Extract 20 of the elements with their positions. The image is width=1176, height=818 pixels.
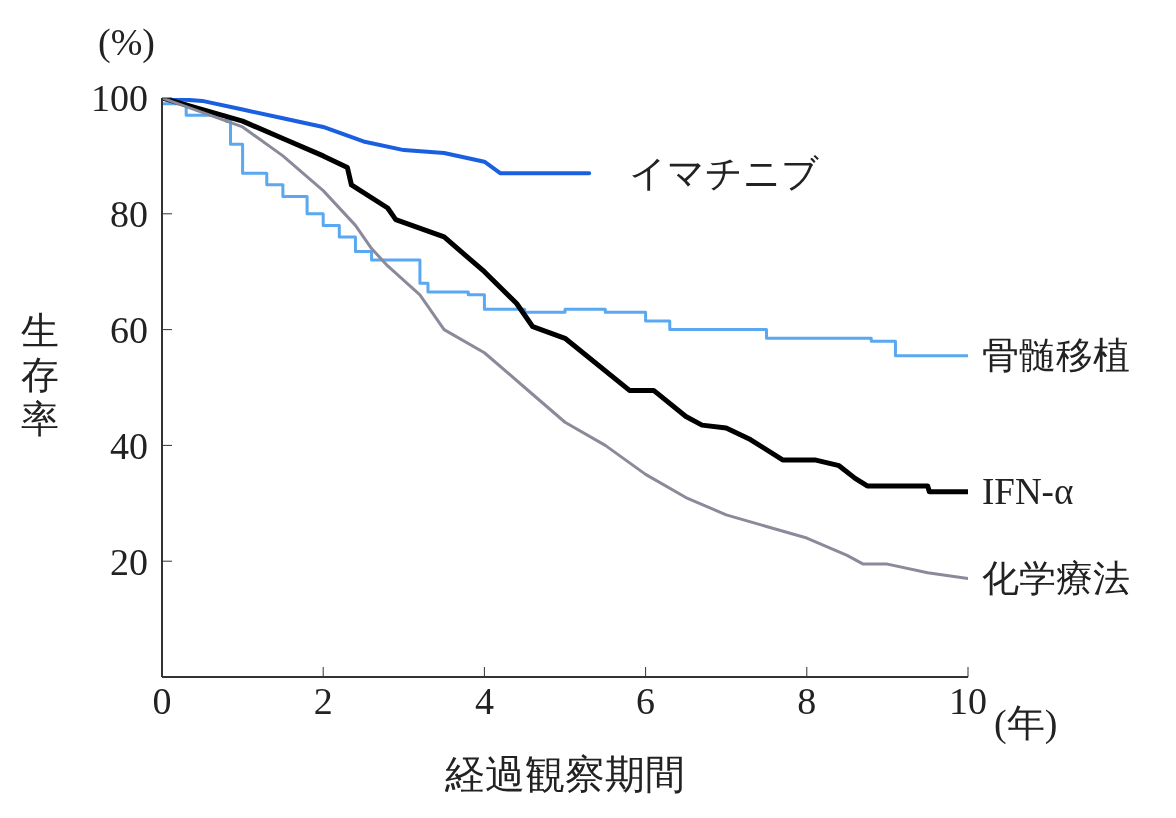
y-tick-label: 60	[110, 309, 148, 352]
text: (%)	[98, 20, 155, 64]
series-label: 骨髄移植	[982, 335, 1130, 377]
x-axis-title: 経過観察期間	[444, 752, 685, 797]
y-tick-label: 20	[110, 540, 148, 583]
x-tick-label: 10	[949, 679, 987, 722]
y-tick-label: 100	[91, 77, 148, 120]
x-tick-label: 4	[474, 679, 494, 722]
series-label: イマチニブ	[629, 152, 820, 194]
series-label: 化学療法	[982, 558, 1130, 600]
x-tick-label: 8	[797, 679, 817, 722]
x-tick-label: 6	[636, 679, 656, 722]
x-tick-label: 0	[152, 679, 172, 722]
y-tick-label: 80	[110, 193, 148, 236]
y-tick-label: 40	[110, 424, 148, 467]
series-label: IFN-α	[982, 471, 1074, 513]
y-axis-title: 生存率	[21, 309, 59, 440]
text: (年)	[994, 701, 1058, 746]
x-tick-label: 2	[313, 679, 333, 722]
line-series	[162, 98, 968, 581]
